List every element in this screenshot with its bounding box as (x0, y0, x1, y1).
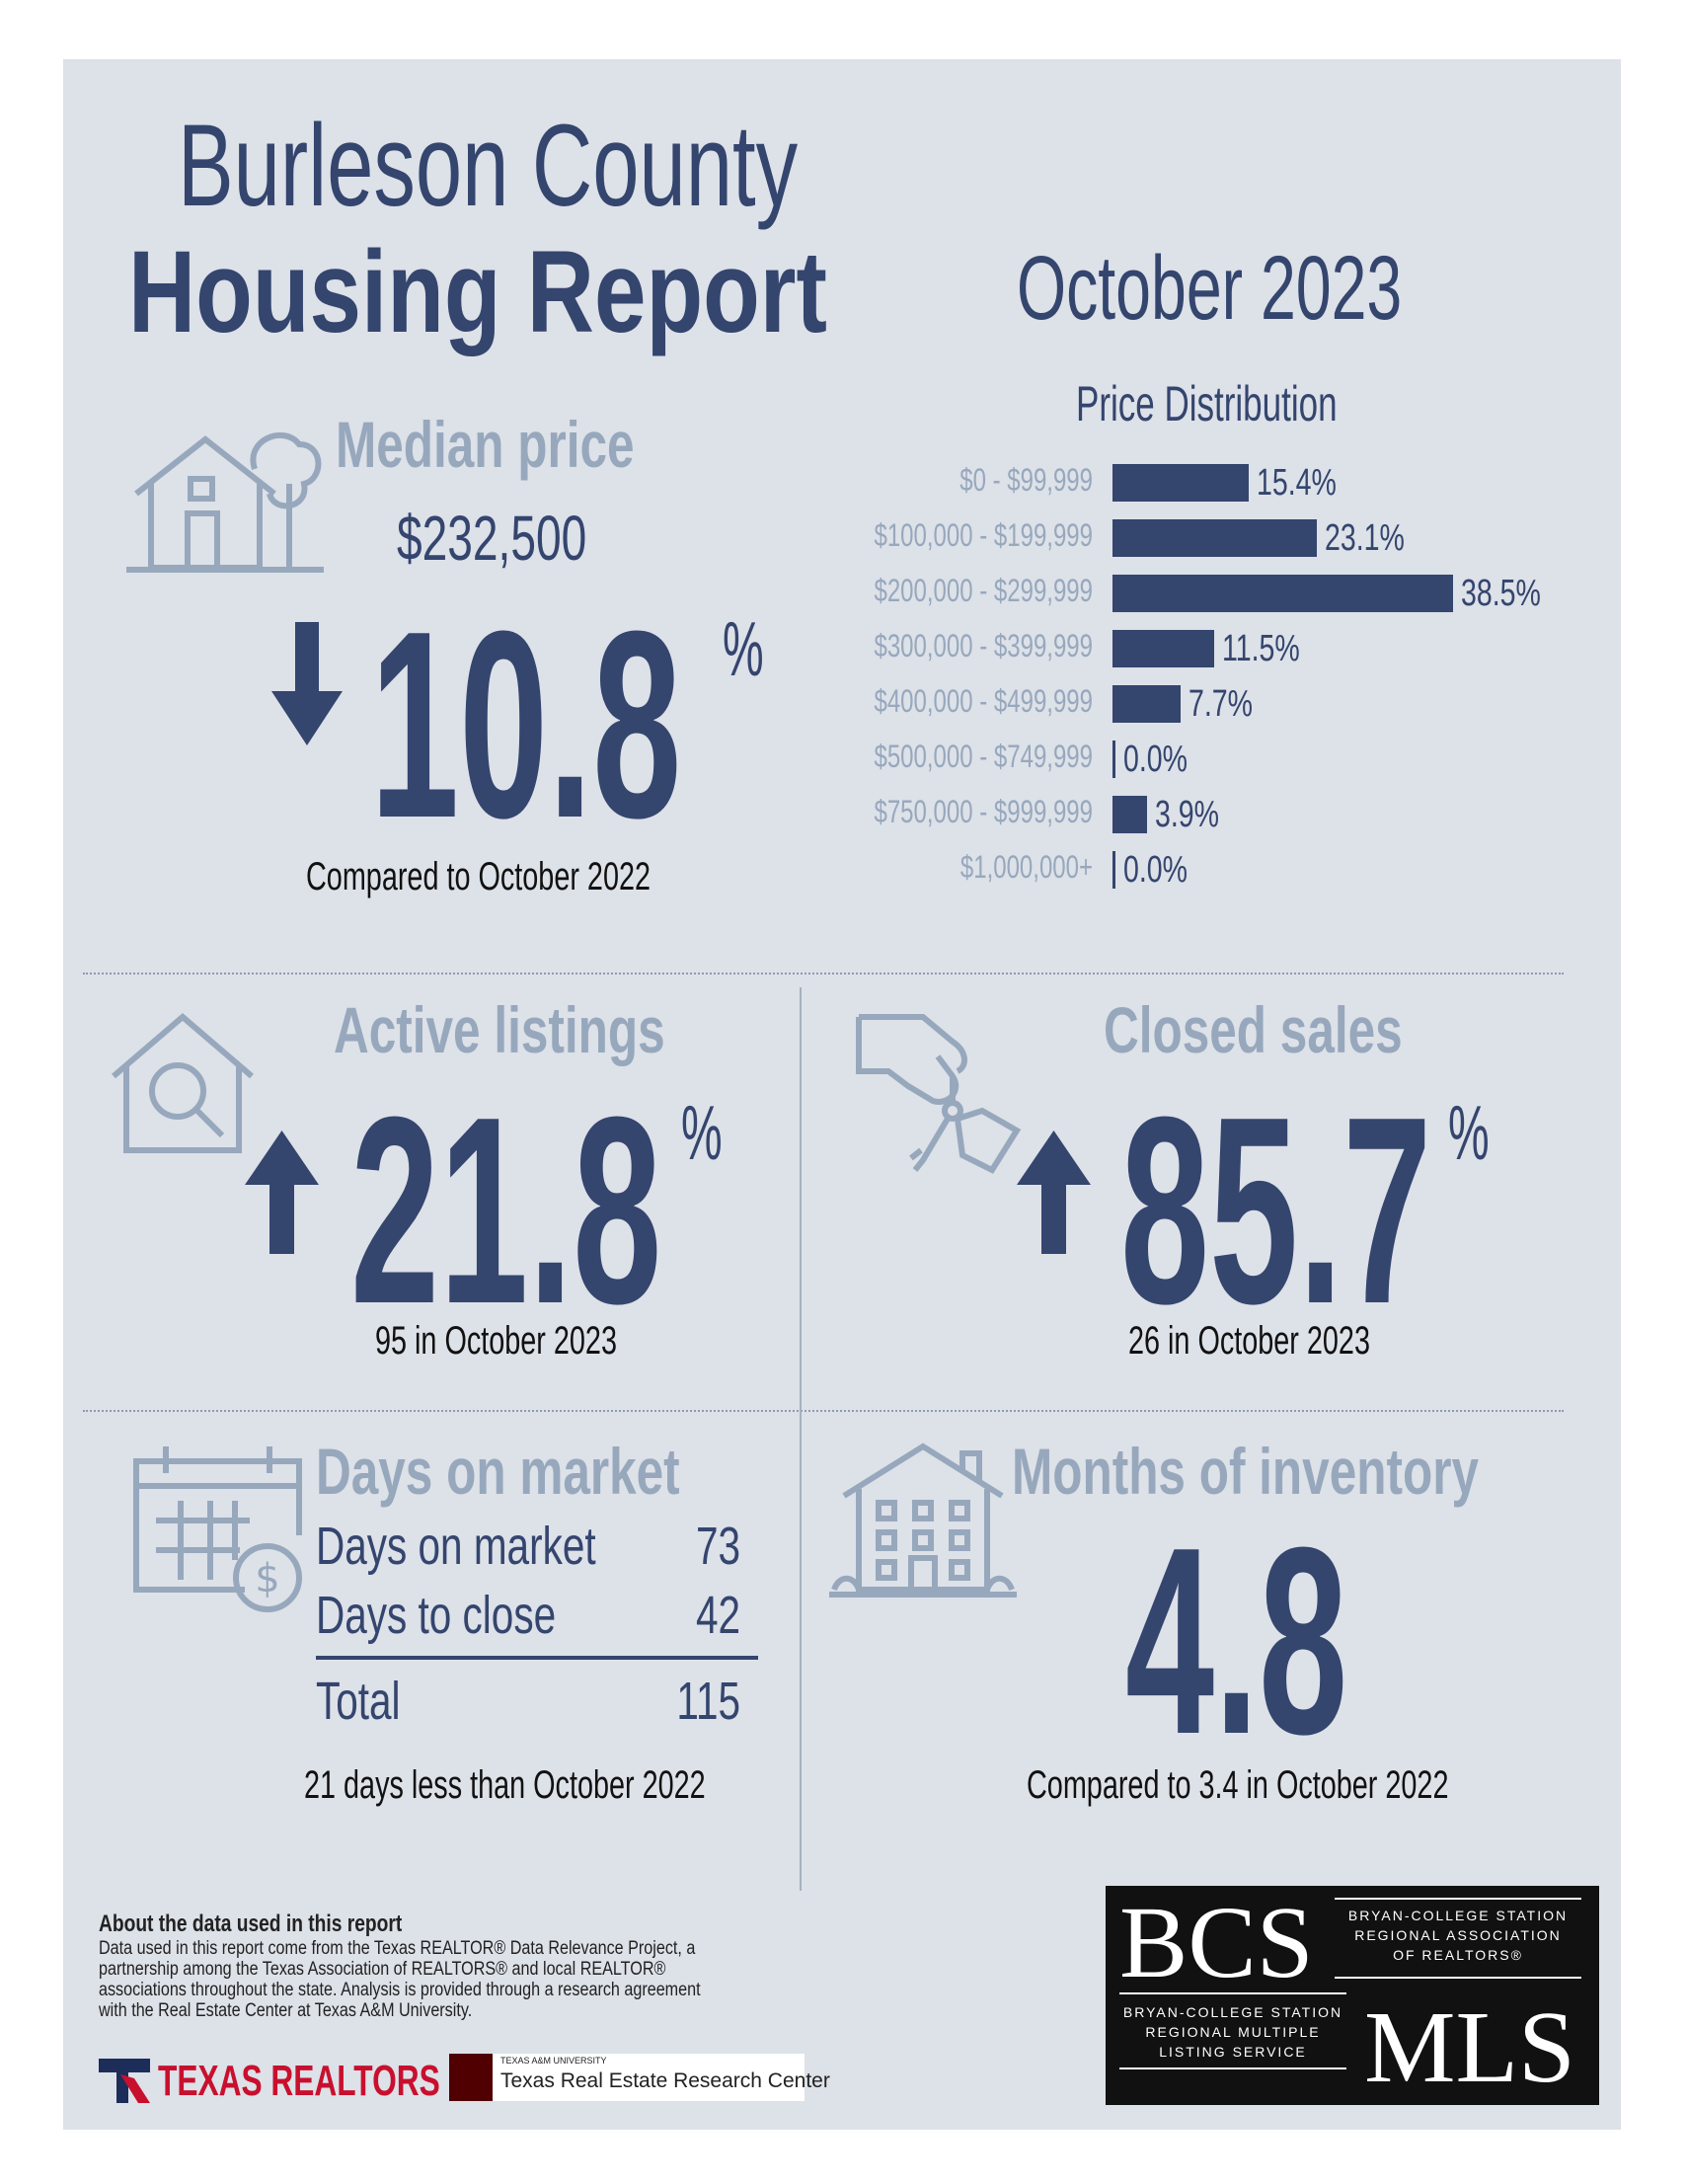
divider (83, 973, 1564, 975)
bcs-assoc-line: OF REALTORS® (1393, 1947, 1523, 1963)
footer-heading: About the data used in this report (99, 1911, 403, 1937)
tamu-logo: TEXAS A&M UNIVERSITY Texas Real Estate R… (449, 2054, 830, 2101)
median-price-change: 10.8 (370, 577, 682, 874)
hand-keys-icon (856, 1014, 1022, 1174)
price-range-label: $0 - $99,999 (959, 462, 1093, 498)
price-bar (1112, 741, 1115, 778)
price-bar-value: 11.5% (1222, 628, 1300, 669)
bcs-assoc-line: REGIONAL ASSOCIATION (1354, 1927, 1562, 1943)
median-price-caption: Compared to October 2022 (306, 855, 652, 898)
dom-total-value: 115 (676, 1672, 740, 1731)
price-bar (1112, 464, 1249, 502)
bcs-association-text: BRYAN-COLLEGE STATION REGIONAL ASSOCIATI… (1335, 1906, 1581, 1965)
texas-realtors-wordmark: TEXAS REALTORS (158, 2057, 440, 2105)
logo-rule (1119, 1992, 1346, 1994)
price-bar (1112, 796, 1147, 833)
median-price-pct: % (723, 605, 764, 692)
mls-wordmark: MLS (1364, 1990, 1575, 2104)
dom-row-value: 42 (695, 1586, 740, 1645)
house-tree-icon (126, 431, 324, 573)
price-bar-value: 0.0% (1123, 849, 1188, 891)
bcs-wordmark: BCS (1119, 1886, 1314, 1999)
house-magnifier-icon (112, 1013, 254, 1153)
svg-text:$: $ (255, 1556, 279, 1601)
closed-sales-pct: % (1448, 1089, 1490, 1176)
arrow-up-icon (1017, 1131, 1091, 1254)
arrow-up-icon (245, 1131, 319, 1254)
bcs-assoc-line: BRYAN-COLLEGE STATION (1347, 1908, 1569, 1923)
price-bar (1112, 630, 1215, 667)
tamu-center-text: Texas Real Estate Research Center (500, 2069, 830, 2092)
divider (83, 1410, 1564, 1412)
report-month: October 2023 (1017, 238, 1403, 339)
texas-realtors-logo-icon (99, 2059, 150, 2103)
price-bar (1112, 851, 1115, 889)
dom-row-value: 73 (695, 1517, 740, 1576)
dom-row-name: Days to close (316, 1586, 557, 1645)
price-range-label: $200,000 - $299,999 (874, 573, 1093, 608)
mls-assoc-line: BRYAN-COLLEGE STATION (1122, 2004, 1343, 2020)
price-distribution-title: Price Distribution (1076, 376, 1338, 431)
price-bar-value: 7.7% (1189, 683, 1253, 725)
report-title-line2: Housing Report (128, 227, 827, 357)
months-inventory-value: 4.8 (1125, 1493, 1348, 1790)
days-on-market-label: Days on market (316, 1435, 680, 1508)
price-bar-value: 15.4% (1257, 462, 1337, 504)
calendar-dollar-icon: $ (133, 1446, 302, 1612)
tamu-small-text: TEXAS A&M UNIVERSITY (500, 2056, 607, 2066)
price-bar (1112, 685, 1181, 723)
months-inventory-caption: Compared to 3.4 in October 2022 (1027, 1763, 1449, 1807)
logo-rule (1119, 2067, 1346, 2069)
active-listings-change: 21.8 (350, 1062, 662, 1360)
logo-rule (1335, 1898, 1581, 1900)
price-bar-value: 23.1% (1325, 517, 1405, 559)
price-bar-value: 38.5% (1461, 573, 1541, 614)
divider (800, 987, 802, 1891)
mls-assoc-line: LISTING SERVICE (1159, 2044, 1307, 2060)
active-listings-pct: % (681, 1089, 723, 1176)
active-listings-label: Active listings (334, 993, 665, 1066)
report-panel (63, 59, 1621, 2130)
dom-total-rule (316, 1656, 758, 1660)
days-on-market-caption: 21 days less than October 2022 (304, 1763, 706, 1807)
apartment-building-icon (829, 1443, 1017, 1598)
tamu-mark-icon (449, 2054, 493, 2101)
months-inventory-label: Months of inventory (1012, 1435, 1479, 1508)
price-range-label: $500,000 - $749,999 (874, 739, 1093, 774)
mls-assoc-line: REGIONAL MULTIPLE (1145, 2024, 1321, 2040)
dom-row-name: Days on market (316, 1517, 596, 1576)
bcs-mls-logo: BCS BRYAN-COLLEGE STATION REGIONAL ASSOC… (1106, 1886, 1599, 2105)
arrow-down-icon (271, 622, 343, 745)
closed-sales-change: 85.7 (1120, 1062, 1432, 1360)
active-listings-caption: 95 in October 2023 (375, 1319, 617, 1363)
dom-total-label: Total (316, 1672, 401, 1731)
price-bar-value: 0.0% (1123, 739, 1188, 780)
price-range-label: $1,000,000+ (959, 849, 1093, 885)
price-range-label: $300,000 - $399,999 (874, 628, 1093, 663)
median-price-value: $232,500 (397, 503, 587, 574)
price-range-label: $400,000 - $499,999 (874, 683, 1093, 719)
closed-sales-caption: 26 in October 2023 (1128, 1319, 1370, 1363)
mls-association-text: BRYAN-COLLEGE STATION REGIONAL MULTIPLE … (1119, 2002, 1346, 2062)
closed-sales-label: Closed sales (1104, 993, 1403, 1066)
price-range-label: $100,000 - $199,999 (874, 517, 1093, 553)
price-bar (1112, 575, 1453, 612)
price-bar (1112, 519, 1317, 557)
footer-text: Data used in this report come from the T… (99, 1938, 701, 2021)
price-bar-value: 3.9% (1154, 794, 1219, 835)
report-title-line1: Burleson County (178, 101, 799, 231)
price-range-label: $750,000 - $999,999 (874, 794, 1093, 829)
logo-rule (1335, 1977, 1581, 1979)
median-price-label: Median price (336, 408, 635, 481)
